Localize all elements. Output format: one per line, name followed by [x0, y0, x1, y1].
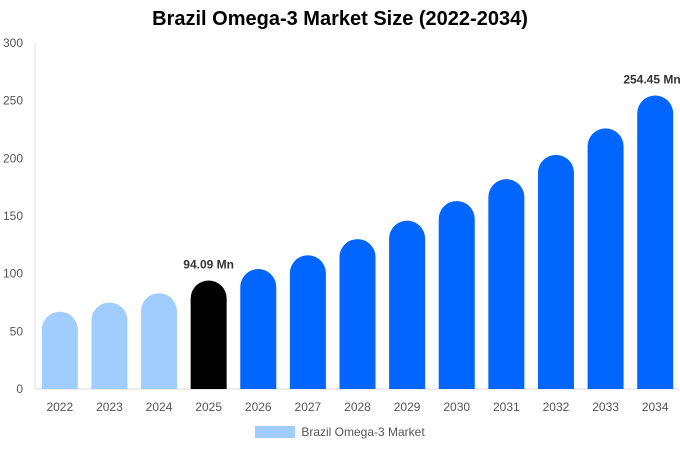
chart-title: Brazil Omega-3 Market Size (2022-2034): [152, 8, 528, 30]
bar-2026: [240, 269, 277, 389]
bar-2034: [637, 95, 674, 390]
legend[interactable]: Brazil Omega-3 Market: [0, 425, 680, 439]
x-tick-label: 2023: [96, 400, 123, 414]
bar-2033: [587, 128, 624, 389]
bar-2032: [537, 154, 574, 389]
y-tick-label: 300: [3, 36, 23, 50]
bar-2028: [339, 239, 376, 389]
data-label-2025: 94.09 Mn: [183, 257, 234, 271]
x-tick-label: 2034: [642, 400, 669, 414]
x-tick-label: 2030: [443, 400, 470, 414]
x-tick-label: 2025: [195, 400, 222, 414]
y-tick-label: 200: [3, 151, 23, 165]
x-tick-label: 2024: [146, 400, 173, 414]
x-tick-label: 2022: [46, 400, 73, 414]
x-tick-label: 2027: [295, 400, 322, 414]
y-tick-label: 0: [16, 382, 23, 396]
bar-2022: [41, 311, 78, 389]
y-tick-label: 100: [3, 267, 23, 281]
bar-2029: [389, 220, 426, 389]
legend-swatch: [255, 426, 296, 438]
bar-2031: [488, 179, 525, 389]
bar-2023: [91, 302, 128, 389]
legend-label: Brazil Omega-3 Market: [301, 425, 425, 439]
x-tick-label: 2032: [543, 400, 570, 414]
x-tick-label: 2033: [592, 400, 619, 414]
data-label-2034: 254.45 Mn: [623, 73, 680, 87]
y-tick-label: 50: [10, 324, 24, 338]
x-tick-label: 2031: [493, 400, 520, 414]
bar-2030: [438, 201, 475, 389]
bar-2025: [190, 280, 227, 389]
bar-2024: [141, 293, 178, 389]
bar-2027: [289, 255, 326, 389]
y-tick-label: 250: [3, 94, 23, 108]
x-tick-label: 2029: [394, 400, 421, 414]
x-tick-label: 2028: [344, 400, 371, 414]
y-tick-label: 150: [3, 209, 23, 223]
x-tick-label: 2026: [245, 400, 272, 414]
